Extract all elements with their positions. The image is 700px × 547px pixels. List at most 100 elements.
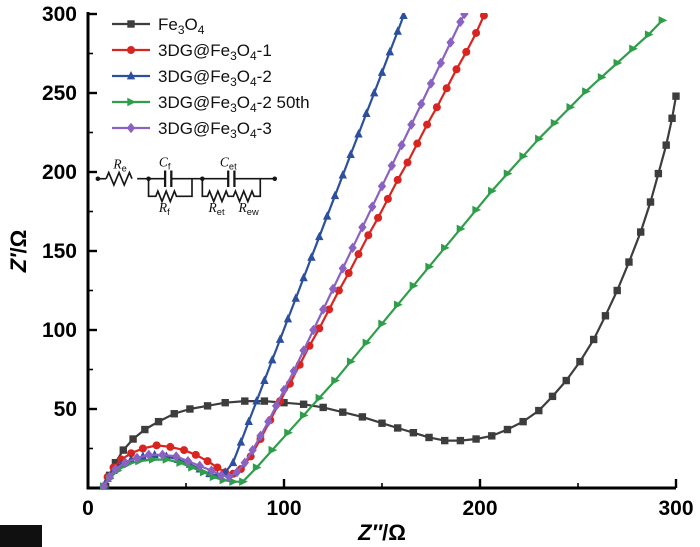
marker-diamond [377,181,387,192]
marker-triangle-up [228,457,238,467]
marker-diamond [338,263,347,274]
marker-triangle-up [126,71,136,80]
marker-triangle-up [307,252,316,261]
circuit-label-rew: Rew [238,200,259,217]
marker-square [378,419,386,427]
marker-circle [403,158,412,167]
y-tick-label: 150 [42,240,77,263]
marker-square [241,397,249,405]
marker-square [654,169,663,178]
marker-circle [213,463,222,472]
marker-triangle-up [385,46,395,56]
marker-triangle-up [244,416,253,426]
marker-triangle-right [252,463,262,472]
marker-triangle-right [268,445,278,455]
marker-square [535,406,543,415]
marker-triangle-right [239,477,248,486]
series-layer [99,13,680,489]
marker-circle [354,250,363,259]
marker-circle [383,194,392,203]
y-tick-label: 300 [42,3,77,26]
marker-diamond [407,119,416,130]
marker-triangle-right [393,300,403,309]
marker-diamond [217,470,226,481]
marker-triangle-right [409,281,419,290]
marker-circle [127,46,135,54]
marker-diamond [299,345,308,356]
marker-triangle-up [291,293,300,302]
marker-diamond [348,242,357,254]
circuit-node-dot [272,176,278,181]
marker-diamond [99,481,108,489]
marker-triangle-right [362,338,372,347]
marker-square [589,335,598,344]
marker-diamond [132,452,142,464]
marker-square [280,398,288,407]
marker-triangle-up [252,396,261,405]
marker-triangle-up [283,313,293,323]
marker-square [129,435,137,443]
marker-square [299,400,308,408]
legend: Fe3O4 3DG@Fe3O4-1 3DG@Fe3O4-2 3DG@Fe3O4-2 5… [112,15,310,141]
marker-triangle-right [315,393,325,403]
marker-diamond [309,324,318,336]
marker-square [625,258,633,266]
marker-circle [452,65,461,74]
marker-circle [442,84,451,93]
x-tick-label: 300 [658,497,693,520]
x-axis-title: Z″/Ω [357,520,406,545]
marker-triangle-right [299,411,309,420]
marker-square [672,92,680,100]
series-line-fe3o4 [104,96,678,487]
marker-triangle-up [315,231,324,241]
marker-triangle-right [597,73,607,82]
legend-label: 3DG@Fe3O4-2 [158,67,272,89]
marker-square [154,417,163,426]
marker-triangle-up [275,334,285,343]
marker-circle [152,441,161,450]
marker-triangle-up [362,108,371,117]
marker-square [409,429,418,437]
marker-triangle-up [346,149,355,159]
marker-circle [462,47,471,56]
marker-square [548,392,557,401]
marker-circle [191,450,200,459]
legend-label: Fe3O4 [158,15,205,37]
marker-diamond [207,465,216,476]
marker-triangle-right [441,243,450,253]
marker-triangle-right [127,97,136,107]
legend-label: 3DG@Fe3O4-3 [158,119,272,141]
marker-square [221,398,229,407]
resistor-re [105,170,133,188]
marker-diamond [256,430,265,442]
marker-circle [393,175,402,184]
marker-square [127,20,135,28]
capacitor-cf [163,170,173,187]
marker-triangle-right [613,58,623,68]
marker-square [203,402,212,410]
marker-circle [180,446,189,455]
circuit-label-rf: Rf [158,200,170,217]
marker-triangle-right [331,376,340,385]
marker-triangle-right [378,319,387,328]
marker-square [441,436,449,445]
marker-square [562,376,570,385]
marker-diamond [279,384,289,396]
marker-square [519,417,527,426]
marker-square [456,436,465,445]
marker-triangle-right [582,87,591,96]
marker-triangle-right [162,455,172,464]
marker-triangle-up [354,129,363,138]
marker-diamond [126,122,136,134]
marker-triangle-up [377,67,387,76]
marker-diamond [183,455,193,467]
circuit-label-cet: Cet [220,157,237,171]
series-line-dg2_50th [102,19,664,488]
marker-diamond [248,444,257,456]
marker-triangle-up [369,88,379,97]
marker-circle [479,13,488,20]
legend-label: 3DG@Fe3O4-2 50th [158,93,310,115]
marker-triangle-right [284,428,293,437]
